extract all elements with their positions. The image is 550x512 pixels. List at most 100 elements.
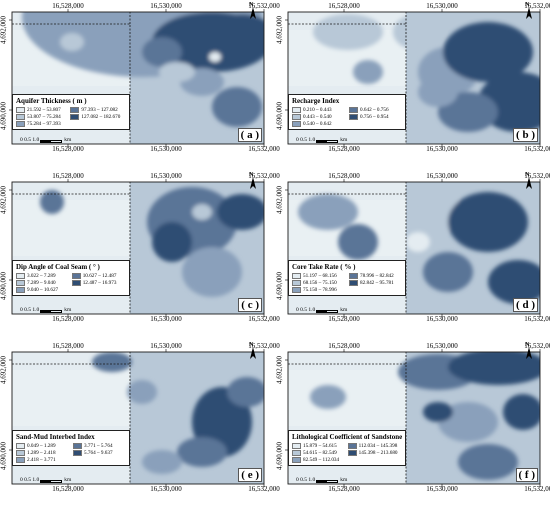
x-tick-label: 16,528,000 — [328, 342, 360, 350]
x-tick-label: 16,532,000 — [524, 315, 550, 323]
legend-range-label: 5.764 – 9.637 — [84, 450, 113, 456]
y-tick-label: 4,692,000 — [275, 186, 284, 214]
legend-swatch — [16, 287, 25, 293]
x-tick-label: 16,530,000 — [426, 2, 458, 10]
y-tick-label: 4,690,000 — [275, 102, 284, 130]
contour-zone — [177, 437, 227, 467]
panel-label: ( f ) — [515, 468, 538, 482]
x-tick-label: 16,532,000 — [248, 342, 280, 350]
panel-label: ( c ) — [238, 298, 262, 312]
contour-zone — [310, 385, 346, 409]
x-tick-label: 16,532,000 — [524, 485, 550, 493]
legend-range-label: 1.289 – 2.418 — [27, 450, 56, 456]
panel-label: ( a ) — [237, 128, 262, 142]
scale-labels: 0 0.5 1.0 — [20, 307, 40, 313]
north-arrow-icon: N — [524, 172, 534, 190]
map-canvas — [9, 9, 265, 147]
contour-zone — [448, 352, 540, 385]
legend-item: 21.592 – 53.807 — [16, 107, 66, 113]
legend-range-label: 75.284 – 97.393 — [27, 121, 61, 127]
y-tick-label: 4,690,000 — [275, 272, 284, 300]
x-tick-label: 16,532,000 — [248, 485, 280, 493]
panel-label: ( d ) — [513, 298, 538, 312]
legend-swatch — [349, 114, 358, 120]
legend-range-label: 51.197 – 68.156 — [303, 273, 337, 279]
x-tick-label: 16,528,000 — [328, 145, 360, 153]
x-tick-label: 16,532,000 — [248, 145, 280, 153]
legend-swatch — [73, 443, 82, 449]
contour-zone — [503, 394, 540, 430]
scale-bar: 0 0.5 1.0 km — [296, 474, 347, 483]
map-legend: Sand-Mud Interbed Index 0.049 – 1.289 3.77… — [12, 430, 130, 466]
scale-unit: km — [340, 477, 348, 483]
legend-item: 51.197 – 68.156 — [292, 273, 345, 279]
legend-range-label: 0.642 – 0.756 — [360, 107, 389, 113]
legend-range-label: 0.210 – 0.443 — [303, 107, 332, 113]
scale-unit: km — [64, 137, 72, 143]
legend-range-label: 0.049 – 1.289 — [27, 443, 56, 449]
scale-ruler — [316, 140, 339, 143]
x-tick-label: 16,528,000 — [52, 2, 84, 10]
contour-zone — [142, 37, 182, 67]
map-panel-a: 16,528,000 16,528,000 16,530,000 16,530,000… — [0, 2, 280, 153]
x-tick-label: 16,528,000 — [52, 315, 84, 323]
legend-range-label: 54.615 – 82.549 — [303, 450, 337, 456]
boundary-west — [12, 363, 131, 484]
legend-item: 78.996 – 82.842 — [349, 273, 402, 279]
contour-zone — [393, 14, 443, 50]
legend-item: 15.879 – 54.615 — [292, 443, 344, 449]
map-panel-c: 16,528,000 16,528,000 16,530,000 16,530,000… — [0, 172, 280, 323]
y-tick-label: 4,692,000 — [0, 356, 8, 384]
legend-swatch — [292, 280, 301, 286]
scale-labels: 0 0.5 1.0 — [296, 137, 316, 143]
north-arrow-icon: N — [524, 2, 534, 20]
scale-labels: 0 0.5 1.0 — [296, 477, 316, 483]
map-panel-b: 16,528,000 16,528,000 16,530,000 16,530,000… — [276, 2, 550, 153]
contour-zone — [192, 204, 212, 220]
legend-item: 112.034 – 145.398 — [347, 443, 402, 449]
legend-title: Lithological Coefficient of Sandstone — [292, 433, 403, 441]
legend-item: 12.487 – 16.973 — [71, 280, 126, 286]
contour-zone — [209, 52, 221, 62]
legend-swatch — [292, 273, 301, 279]
legend-item: 0.443 – 0.540 — [292, 114, 345, 120]
legend-range-label: 3.771 – 5.764 — [84, 443, 113, 449]
scale-unit: km — [340, 307, 348, 313]
x-tick-label: 16,532,000 — [248, 172, 280, 180]
legend-swatch — [71, 273, 81, 279]
x-tick-label: 16,530,000 — [150, 485, 182, 493]
boundary-west — [12, 193, 131, 314]
scale-labels: 0 0.5 1.0 — [20, 137, 40, 143]
x-tick-label: 16,532,000 — [524, 2, 550, 10]
contour-zone — [142, 105, 182, 129]
map-legend: Recharge Index 0.210 – 0.443 0.642 – 0.756… — [288, 94, 406, 130]
contour-zone — [423, 402, 453, 422]
legend-range-label: 97.393 – 127.082 — [81, 107, 118, 113]
map-legend: Core Take Rate ( % ) 51.197 – 68.156 78.99… — [288, 260, 406, 296]
legend-item: 0.642 – 0.756 — [349, 107, 402, 113]
scale-bar: 0 0.5 1.0 km — [20, 134, 71, 143]
legend-item: 0.049 – 1.289 — [16, 443, 69, 449]
legend-item: 10.627 – 12.487 — [71, 273, 126, 279]
contour-zone — [448, 192, 528, 252]
x-tick-label: 16,532,000 — [524, 145, 550, 153]
x-tick-label: 16,532,000 — [248, 315, 280, 323]
legend-item: 127.082 – 182.670 — [70, 114, 126, 120]
legend-swatch — [292, 443, 301, 449]
scale-bar: 0 0.5 1.0 km — [20, 474, 71, 483]
map-zone-west — [12, 200, 130, 256]
scale-bar: 0 0.5 1.0 km — [20, 304, 71, 313]
contour-zone — [438, 92, 498, 132]
scale-ruler — [316, 480, 339, 483]
contour-zone — [182, 247, 242, 297]
x-tick-label: 16,530,000 — [426, 315, 458, 323]
x-tick-label: 16,532,000 — [524, 172, 550, 180]
legend-item: 7.289 – 9.040 — [16, 280, 68, 286]
legend-swatch — [347, 450, 357, 456]
legend-item: 53.807 – 75.284 — [16, 114, 66, 120]
legend-item: 82.549 – 112.034 — [292, 457, 344, 463]
contour-zone — [40, 190, 64, 214]
legend-swatch — [16, 443, 25, 449]
north-label: N — [525, 2, 530, 8]
legend-range-label: 0.443 – 0.540 — [303, 114, 332, 120]
